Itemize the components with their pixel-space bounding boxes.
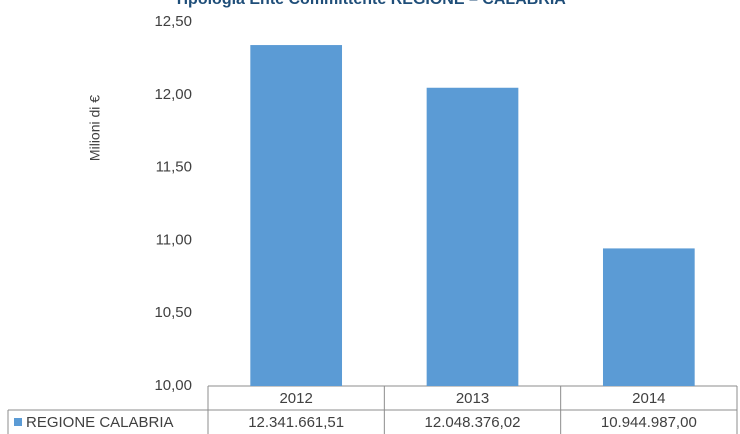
x-tick-label: 2013 — [456, 390, 489, 407]
y-tick-label: 10,00 — [154, 377, 192, 394]
chart-title: Tipologia Ente Committente REGIONE – CAL… — [174, 0, 566, 8]
y-tick-label: 10,50 — [154, 304, 192, 321]
y-tick-label: 11,00 — [156, 231, 192, 248]
x-tick-label: 2014 — [632, 390, 665, 407]
y-axis-label: Milioni di € — [87, 95, 103, 161]
legend-label: REGIONE CALABRIA — [26, 414, 174, 431]
data-label: 10.944.987,00 — [601, 414, 697, 431]
x-tick-label: 2012 — [279, 390, 312, 407]
y-tick-label: 12,00 — [154, 86, 192, 103]
legend-swatch — [14, 418, 22, 426]
data-label: 12.341.661,51 — [248, 414, 344, 431]
bar — [426, 87, 519, 386]
bar — [602, 248, 695, 386]
y-tick-label: 12,50 — [154, 13, 192, 30]
y-tick-label: 11,50 — [156, 159, 192, 176]
data-label: 12.048.376,02 — [425, 414, 521, 431]
bar — [250, 45, 343, 387]
